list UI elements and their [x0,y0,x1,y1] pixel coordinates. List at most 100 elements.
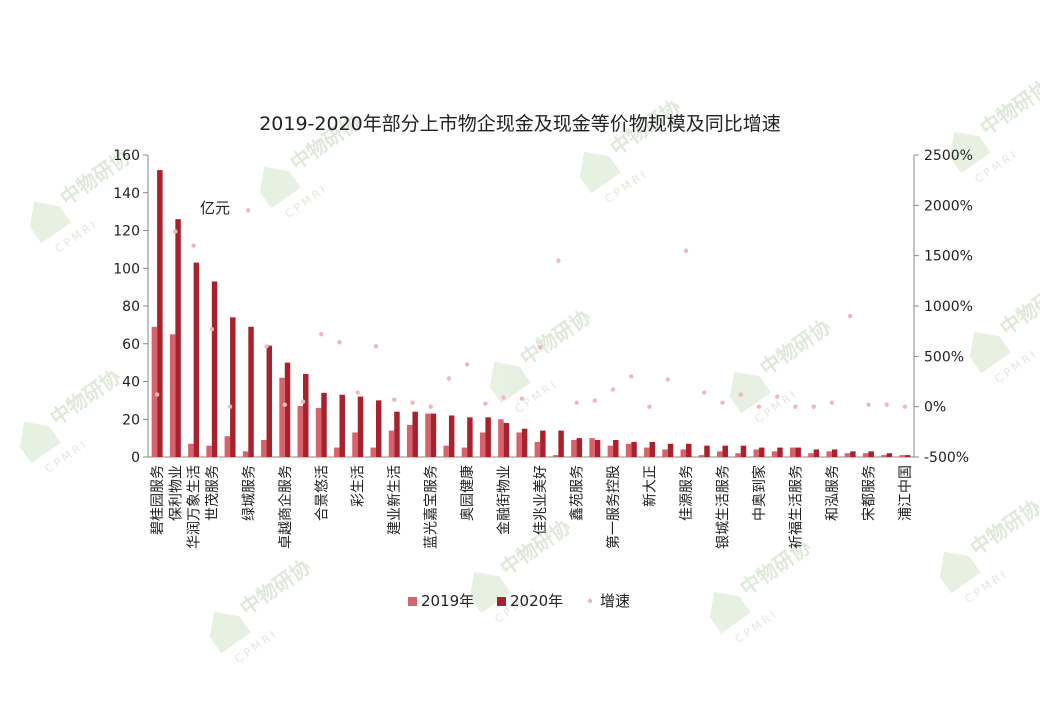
x-tick-label: 蓝光嘉宝服务 [424,465,440,549]
bar-2019 [315,407,322,457]
bar-2020 [394,411,400,457]
growth-point [246,208,251,213]
growth-point [902,404,908,409]
watermark-logo [469,571,511,614]
y2-tick-label: 2000% [924,198,973,214]
bar-2019 [844,453,851,457]
growth-point [392,397,397,402]
growth-point [464,362,470,367]
bar-2020 [850,451,856,457]
x-tick-label: 和泓服务 [825,465,841,521]
y-axis-unit-label: 亿元 [200,199,230,217]
bar-2019 [571,440,577,457]
bar-2019 [662,449,668,457]
x-tick-label: 第一服务控股 [605,465,622,549]
bar-2019 [261,440,267,457]
bar-2019 [644,447,650,457]
x-tick-label: 新大正 [643,465,659,507]
bar-2019 [753,449,759,457]
y2-tick-label: 0% [924,400,946,416]
bar-2019 [534,441,541,457]
growth-point [829,400,835,405]
watermark-logo [939,551,981,594]
bar-2019 [169,334,176,457]
growth-point [866,402,871,407]
growth-point [209,326,215,332]
watermark-logo [489,361,531,404]
y2-tick-label: 1000% [924,299,973,315]
bar-2020 [248,326,254,457]
bar-2020 [576,438,583,457]
bar-2020 [886,453,893,457]
bar-2020 [704,445,710,457]
x-tick-label: 彩生活 [351,465,367,507]
y-tick-label: 100 [113,261,140,277]
bar-2020 [667,443,674,457]
growth-point [355,390,360,395]
growth-point [191,243,196,248]
bar-2019 [899,455,905,457]
growth-point [702,390,707,395]
bar-2019 [479,432,486,457]
growth-point [410,400,415,405]
bar-2020 [631,441,637,457]
bar-2020 [904,455,911,457]
growth-point [793,404,798,409]
watermark-logo [29,201,71,244]
bar-2019 [443,445,449,457]
bar-2020 [686,443,692,457]
bar-2019 [297,406,304,457]
bar-2020 [211,281,218,457]
watermark-logo [259,166,301,209]
bar-2019 [206,445,212,457]
bar-2019 [625,443,632,457]
bar-2020 [758,447,765,457]
bar-2020 [831,449,838,457]
growth-point [154,392,160,397]
bar-2020 [284,362,291,457]
y-tick-label: 140 [113,186,140,202]
growth-point [556,258,561,263]
growth-point [227,404,233,409]
bar-2020 [157,170,163,457]
growth-point [173,229,178,234]
bar-2020 [430,413,437,457]
watermark-logo [579,151,621,194]
growth-point [519,396,525,401]
x-tick-label: 卓越商企服务 [277,465,294,549]
bar-2020 [303,373,309,457]
x-tick-label: 绿城服务 [241,465,257,521]
watermark-layer: 中物研协CPMRI中物研协CPMRI中物研协CPMRI中物研协CPMRI中物研协… [19,75,1040,666]
y-tick-label: 160 [113,148,140,164]
x-tick-label: 鑫苑服务 [569,465,586,521]
bar-2019 [607,445,614,457]
bar-2019 [589,438,595,457]
x-tick-label: 宋都服务 [861,465,877,521]
y2-tick-label: -500% [924,450,969,466]
bar-2020 [266,345,273,457]
growth-point [592,398,598,403]
legend-label-2020: 2020年 [510,592,563,610]
bar-2020 [321,392,327,457]
bar-2020 [613,440,619,457]
bar-2020 [777,447,783,457]
chart-title: 2019-2020年部分上市物企现金及现金等价物规模及同比增速 [259,113,781,135]
x-tick-label: 世茂服务 [204,465,221,521]
watermark-text: 中物研协 [966,495,1040,561]
bar-2019 [279,377,285,457]
bar-2019 [352,432,358,457]
bar-2019 [242,451,249,457]
x-tick-label: 保利物业 [168,465,184,521]
x-tick-label: 银城生活服务 [716,465,732,549]
growth-point [501,395,506,400]
axes: 0 20 40 60 80 100 120 140 160 -500% 0% 500% 1000% 150… [113,148,973,466]
watermark-text: 中物研协 [976,75,1040,141]
y-tick-label: 40 [122,375,140,391]
growth-point [811,404,816,409]
bar-2019 [862,453,869,457]
x-tick-label: 佳兆业美好 [533,465,549,535]
bar-2019 [717,451,723,457]
y-tick-label: 20 [122,412,140,428]
